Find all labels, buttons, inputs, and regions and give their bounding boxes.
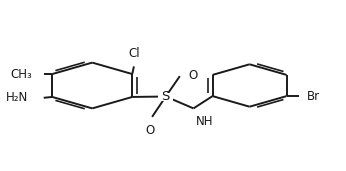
Text: Cl: Cl [128,48,140,61]
Text: S: S [162,90,170,103]
Text: Br: Br [307,90,320,103]
FancyBboxPatch shape [158,94,173,101]
Text: NH: NH [195,115,213,128]
Text: H₂N: H₂N [6,91,28,104]
Text: CH₃: CH₃ [10,68,32,81]
Text: O: O [146,124,155,137]
Text: O: O [188,69,198,82]
